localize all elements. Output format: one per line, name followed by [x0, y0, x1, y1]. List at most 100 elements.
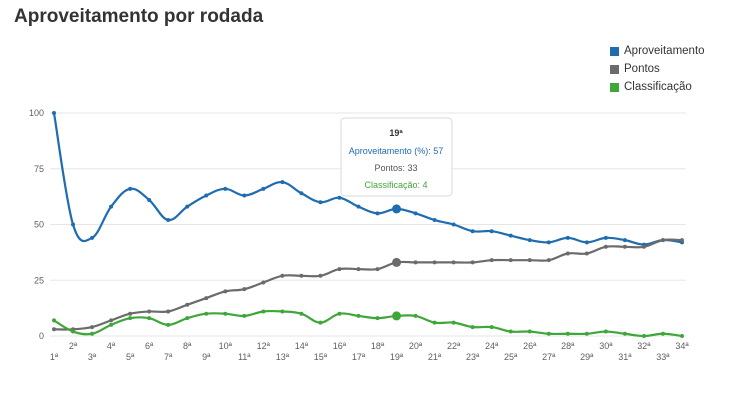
point-pontos — [109, 318, 114, 323]
legend-item-aproveitamento[interactable]: Aproveitamento — [610, 42, 705, 60]
tooltip-box — [340, 117, 453, 197]
x-tick-label: 25ª — [504, 352, 518, 362]
legend-swatch-pontos — [610, 64, 619, 74]
x-tick-label: 9ª — [202, 352, 211, 362]
point-pontos — [451, 260, 456, 265]
point-classificacao — [375, 316, 380, 321]
point-aproveitamento — [392, 204, 402, 214]
point-classificacao — [90, 331, 95, 336]
point-pontos — [432, 260, 437, 265]
point-classificacao — [641, 334, 646, 338]
point-classificacao — [356, 313, 361, 318]
point-classificacao — [128, 316, 133, 321]
point-classificacao — [680, 334, 684, 338]
x-tick-label: 20ª — [409, 341, 423, 351]
x-tick-label: 8ª — [183, 341, 192, 351]
point-classificacao — [470, 325, 475, 330]
x-tick-label: 14ª — [295, 341, 309, 351]
point-pontos — [299, 273, 304, 278]
y-tick-label: 25 — [34, 275, 44, 285]
x-tick-label: 12ª — [257, 341, 271, 351]
point-classificacao — [337, 311, 342, 316]
x-tick-label: 7ª — [164, 352, 173, 362]
point-aproveitamento — [489, 229, 494, 234]
point-pontos — [413, 260, 418, 265]
point-aproveitamento — [185, 204, 190, 209]
point-classificacao — [508, 329, 513, 334]
point-pontos — [622, 244, 627, 249]
y-tick-label: 100 — [29, 108, 44, 118]
point-pontos — [261, 280, 266, 285]
point-classificacao — [71, 329, 76, 334]
x-tick-label: 34ª — [675, 341, 689, 351]
x-tick-label: 18ª — [371, 341, 385, 351]
point-classificacao — [622, 331, 627, 336]
point-classificacao — [242, 313, 247, 318]
point-classificacao — [52, 318, 56, 323]
x-tick-label: 11ª — [238, 352, 251, 362]
point-pontos — [242, 287, 247, 292]
x-tick-label: 3ª — [88, 352, 97, 362]
point-classificacao — [584, 331, 589, 336]
point-aproveitamento — [603, 235, 608, 240]
point-aproveitamento — [280, 180, 285, 185]
point-aproveitamento — [470, 229, 475, 234]
x-tick-label: 32ª — [637, 341, 651, 351]
point-pontos — [128, 311, 133, 316]
point-pontos — [489, 258, 494, 263]
tooltip-round: 19ª — [389, 128, 403, 138]
legend-label-pontos: Pontos — [624, 63, 660, 75]
point-classificacao — [166, 322, 171, 327]
point-aproveitamento — [413, 211, 418, 216]
point-aproveitamento — [223, 186, 228, 191]
y-tick-label: 75 — [34, 164, 44, 174]
y-tick-label: 50 — [34, 220, 44, 230]
x-tick-label: 5ª — [126, 352, 135, 362]
point-pontos — [318, 273, 323, 278]
point-classificacao — [565, 331, 570, 336]
point-aproveitamento — [451, 222, 456, 227]
legend-item-pontos[interactable]: Pontos — [610, 60, 705, 78]
tooltip-aproveitamento: Aproveitamento (%): 57 — [349, 146, 444, 156]
point-classificacao — [280, 309, 285, 314]
legend: Aproveitamento Pontos Classificação — [610, 42, 705, 96]
x-tick-label: 10ª — [219, 341, 233, 351]
x-tick-label: 17ª — [352, 352, 366, 362]
x-tick-label: 1ª — [50, 352, 59, 362]
legend-label-classificacao: Classificação — [624, 81, 692, 93]
x-tick-label: 4ª — [107, 341, 116, 351]
x-tick-label: 31ª — [618, 352, 632, 362]
point-pontos — [546, 258, 551, 263]
point-classificacao — [318, 320, 323, 325]
x-tick-label: 13ª — [276, 352, 290, 362]
point-aproveitamento — [299, 191, 304, 196]
point-aproveitamento — [52, 111, 56, 115]
point-pontos — [584, 251, 589, 256]
point-pontos — [280, 273, 285, 278]
point-aproveitamento — [356, 204, 361, 209]
point-aproveitamento — [204, 193, 209, 198]
point-pontos — [337, 267, 342, 272]
point-aproveitamento — [109, 204, 114, 209]
point-pontos — [641, 244, 646, 249]
x-tick-label: 33ª — [656, 352, 670, 362]
x-tick-label: 19ª — [390, 352, 404, 362]
point-aproveitamento — [128, 186, 133, 191]
point-classificacao — [451, 320, 456, 325]
point-classificacao — [660, 331, 665, 336]
point-aproveitamento — [375, 211, 380, 216]
legend-item-classificacao[interactable]: Classificação — [610, 78, 705, 96]
tooltip: 19ª Aproveitamento (%): 57 Pontos: 33 Class… — [340, 117, 453, 197]
point-pontos — [470, 260, 475, 265]
point-aproveitamento — [565, 235, 570, 240]
point-classificacao — [413, 313, 418, 318]
y-tick-label: 0 — [39, 331, 44, 341]
x-tick-label: 21ª — [428, 352, 442, 362]
point-classificacao — [603, 329, 608, 334]
point-aproveitamento — [508, 233, 513, 238]
point-classificacao — [546, 331, 551, 336]
point-pontos — [375, 267, 380, 272]
point-pontos — [356, 267, 361, 272]
point-aproveitamento — [261, 186, 266, 191]
